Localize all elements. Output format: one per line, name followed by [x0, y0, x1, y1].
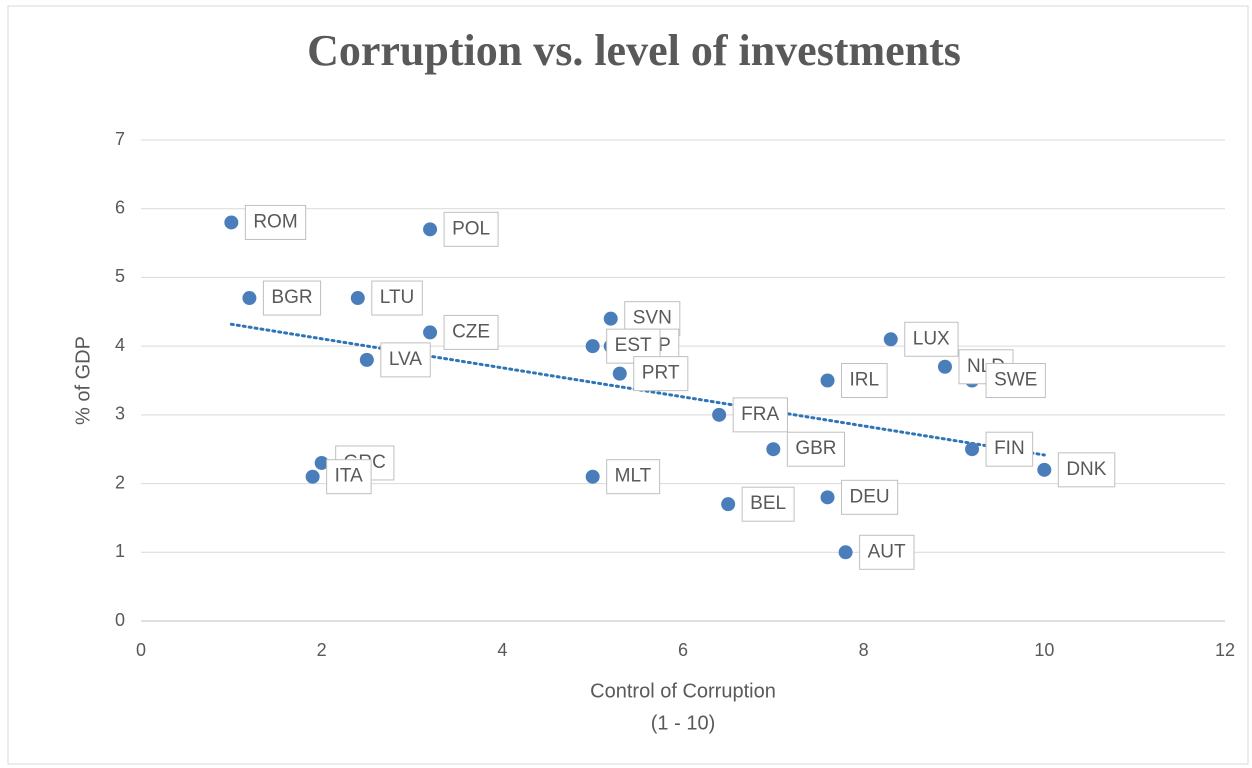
point: [603, 311, 618, 326]
point-label: POL: [452, 218, 490, 239]
point-label: LVA: [389, 349, 422, 370]
point: [820, 490, 835, 505]
label-box: [859, 534, 915, 570]
x-tick-label: 8: [859, 640, 869, 660]
point-label: FRA: [741, 404, 779, 425]
point-label: SWE: [994, 370, 1037, 391]
point: [585, 339, 600, 354]
y-tick-label: 5: [115, 266, 125, 286]
point-label: LUX: [913, 328, 950, 349]
point: [585, 469, 600, 484]
label-box: [1057, 452, 1116, 488]
y-tick-label: 7: [115, 129, 125, 149]
point: [838, 545, 853, 560]
point-label: EST: [615, 335, 652, 356]
point: [242, 291, 257, 306]
point: [766, 442, 781, 457]
point-label: SVN: [633, 308, 672, 329]
y-tick-label: 0: [115, 610, 125, 630]
label-box: [443, 211, 499, 247]
label-box: [904, 321, 959, 357]
point-label: GBR: [795, 438, 836, 459]
label-box: [732, 397, 788, 433]
chart-frame: [7, 5, 1249, 765]
label-box: [985, 363, 1046, 398]
point: [712, 407, 727, 422]
point-label: PRT: [642, 363, 680, 384]
label-box: [371, 280, 423, 316]
label-box: [786, 431, 846, 467]
y-tick-label: 2: [115, 472, 125, 492]
point-label: BEL: [750, 493, 786, 514]
point: [1037, 462, 1052, 477]
point: [224, 215, 239, 230]
y-axis-label: % of GDP: [72, 336, 94, 425]
point-label: FIN: [994, 438, 1025, 459]
point-label: DEU: [850, 486, 890, 507]
y-tick-label: 4: [115, 335, 125, 355]
label-box: [262, 280, 322, 316]
point: [305, 469, 320, 484]
label-box: [985, 431, 1034, 467]
point-label: CZE: [452, 321, 490, 342]
x-tick-label: 6: [678, 640, 688, 660]
point: [612, 366, 627, 381]
point: [820, 373, 835, 388]
label-box: [443, 314, 499, 350]
y-tick-label: 3: [115, 404, 125, 424]
point-label: IRL: [850, 370, 880, 391]
point-label: ROM: [253, 211, 297, 232]
y-tick-label: 6: [115, 197, 125, 217]
point-label: ITA: [335, 466, 363, 487]
point: [314, 455, 329, 470]
label-box: [244, 204, 307, 240]
label-box: [741, 486, 795, 522]
x-tick-label: 12: [1215, 640, 1235, 660]
point: [965, 442, 980, 457]
x-axis-label: (1 - 10): [651, 712, 715, 734]
point-label: LTU: [380, 287, 414, 308]
label-box: [841, 363, 888, 398]
point: [937, 359, 952, 374]
x-tick-label: 0: [136, 640, 146, 660]
label-box: [633, 356, 689, 392]
point-label: BGR: [271, 287, 312, 308]
point: [883, 332, 898, 347]
point: [423, 325, 438, 340]
point-label: AUT: [868, 541, 906, 562]
point-label: MLT: [615, 466, 652, 487]
point: [350, 291, 365, 306]
x-tick-label: 10: [1034, 640, 1054, 660]
point-label: DNK: [1066, 459, 1106, 480]
chart-title: Corruption vs. level of investments: [307, 26, 961, 75]
x-tick-label: 2: [317, 640, 327, 660]
trendline: [229, 322, 1046, 457]
label-box: [606, 459, 661, 495]
point: [423, 222, 438, 237]
x-axis-label: Control of Corruption: [590, 680, 776, 702]
label-box: [326, 459, 372, 495]
label-box: [841, 479, 899, 515]
point: [721, 497, 736, 512]
point: [359, 352, 374, 367]
x-tick-label: 4: [497, 640, 507, 660]
y-tick-label: 1: [115, 541, 125, 561]
label-box: [380, 342, 431, 378]
